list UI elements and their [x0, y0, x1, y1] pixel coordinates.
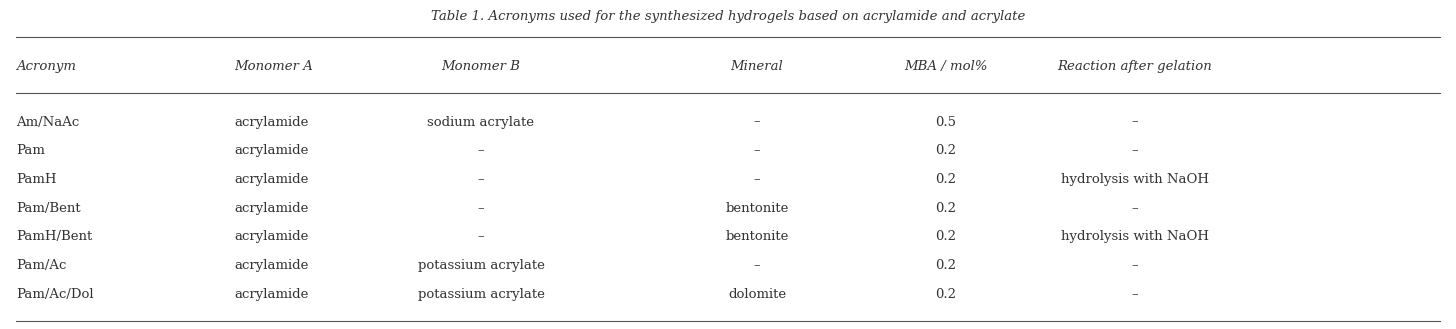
Text: bentonite: bentonite — [725, 230, 789, 243]
Text: Acronym: Acronym — [16, 60, 76, 73]
Text: 0.2: 0.2 — [936, 288, 957, 301]
Text: –: – — [1131, 202, 1139, 215]
Text: Am/NaAc: Am/NaAc — [16, 115, 79, 129]
Text: –: – — [754, 173, 760, 186]
Text: –: – — [478, 230, 485, 243]
Text: bentonite: bentonite — [725, 202, 789, 215]
Text: Monomer B: Monomer B — [441, 60, 520, 73]
Text: acrylamide: acrylamide — [234, 202, 309, 215]
Text: acrylamide: acrylamide — [234, 230, 309, 243]
Text: potassium acrylate: potassium acrylate — [418, 288, 545, 301]
Text: 0.2: 0.2 — [936, 202, 957, 215]
Text: dolomite: dolomite — [728, 288, 786, 301]
Text: hydrolysis with NaOH: hydrolysis with NaOH — [1061, 230, 1208, 243]
Text: sodium acrylate: sodium acrylate — [428, 115, 534, 129]
Text: Pam/Bent: Pam/Bent — [16, 202, 80, 215]
Text: –: – — [1131, 144, 1139, 157]
Text: acrylamide: acrylamide — [234, 288, 309, 301]
Text: 0.2: 0.2 — [936, 259, 957, 272]
Text: Pam: Pam — [16, 144, 45, 157]
Text: hydrolysis with NaOH: hydrolysis with NaOH — [1061, 173, 1208, 186]
Text: Mineral: Mineral — [731, 60, 783, 73]
Text: –: – — [478, 173, 485, 186]
Text: –: – — [754, 115, 760, 129]
Text: acrylamide: acrylamide — [234, 115, 309, 129]
Text: potassium acrylate: potassium acrylate — [418, 259, 545, 272]
Text: Pam/Ac/Dol: Pam/Ac/Dol — [16, 288, 93, 301]
Text: –: – — [1131, 115, 1139, 129]
Text: –: – — [478, 144, 485, 157]
Text: Monomer A: Monomer A — [234, 60, 313, 73]
Text: Pam/Ac: Pam/Ac — [16, 259, 67, 272]
Text: MBA / mol%: MBA / mol% — [904, 60, 987, 73]
Text: PamH/Bent: PamH/Bent — [16, 230, 92, 243]
Text: 0.2: 0.2 — [936, 230, 957, 243]
Text: Reaction after gelation: Reaction after gelation — [1057, 60, 1213, 73]
Text: 0.2: 0.2 — [936, 173, 957, 186]
Text: acrylamide: acrylamide — [234, 144, 309, 157]
Text: –: – — [1131, 259, 1139, 272]
Text: –: – — [754, 259, 760, 272]
Text: –: – — [478, 202, 485, 215]
Text: –: – — [754, 144, 760, 157]
Text: acrylamide: acrylamide — [234, 259, 309, 272]
Text: –: – — [1131, 288, 1139, 301]
Text: 0.2: 0.2 — [936, 144, 957, 157]
Text: acrylamide: acrylamide — [234, 173, 309, 186]
Text: Table 1. Acronyms used for the synthesized hydrogels based on acrylamide and acr: Table 1. Acronyms used for the synthesiz… — [431, 10, 1025, 23]
Text: PamH: PamH — [16, 173, 57, 186]
Text: 0.5: 0.5 — [936, 115, 957, 129]
